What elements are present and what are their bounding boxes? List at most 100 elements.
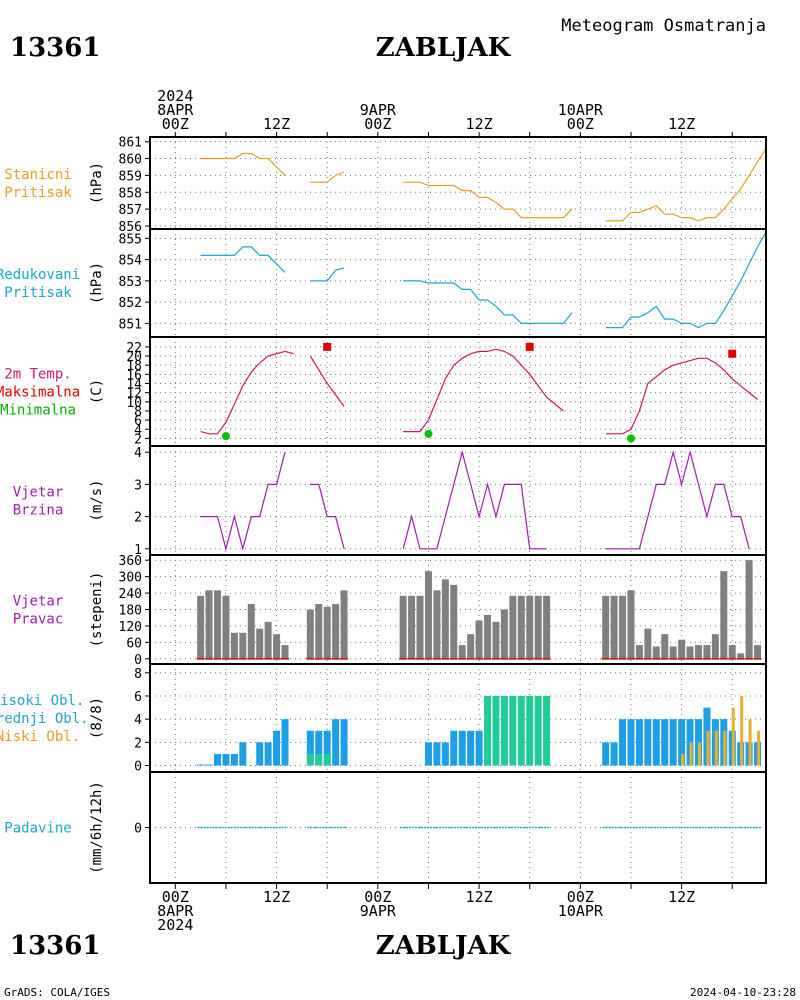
cloud-bar — [526, 695, 534, 766]
cloud-bar — [619, 719, 627, 766]
y-tick-label: 4 — [134, 423, 142, 438]
cloud-bar — [450, 730, 458, 766]
direction-bar — [433, 590, 441, 659]
direction-bar — [256, 628, 264, 659]
direction-bar — [602, 595, 610, 659]
time-label-top: 9APR — [360, 101, 397, 119]
direction-bar — [467, 634, 475, 659]
y-tick-label: 4 — [134, 713, 142, 728]
cloud-bar — [222, 753, 230, 766]
panel-label: Brzina — [13, 503, 64, 519]
panel-label: 2m Temp. — [4, 367, 71, 383]
time-label-bottom: 12Z — [668, 888, 695, 906]
time-label-top: 12Z — [466, 115, 493, 133]
y-tick-label: 2 — [134, 736, 142, 751]
cloud-bar — [315, 730, 323, 766]
panel-temperature — [145, 336, 767, 447]
y-tick-label: 857 — [119, 203, 142, 218]
panel-precipitation — [145, 771, 767, 884]
panel-frame — [149, 771, 767, 884]
cloud-bar — [757, 730, 761, 766]
time-label-top: 00Z — [162, 115, 189, 133]
station-name-top: ZABLJAK — [376, 33, 512, 63]
direction-bar — [458, 645, 466, 659]
time-label-bottom: 00Z — [162, 888, 189, 906]
y-tick-label: 859 — [119, 169, 142, 184]
credit: GrADS: COLA/IGES — [4, 986, 110, 999]
y-axis-label: (8/8) — [89, 697, 105, 739]
y-axis-label: (stepeni) — [89, 572, 105, 648]
time-label-top: 2024 — [157, 87, 193, 105]
cloud-bar — [500, 695, 508, 766]
y-tick-label: 8 — [134, 405, 142, 420]
cloud-bar — [714, 730, 718, 766]
panel-frame — [149, 228, 767, 338]
direction-bar — [332, 604, 340, 659]
cloud-bar — [509, 695, 517, 766]
y-axis-label: (m/s) — [89, 479, 105, 521]
direction-bar — [619, 595, 627, 659]
direction-bar — [214, 590, 222, 659]
direction-bar — [627, 590, 635, 659]
station-id-bottom: 13361 — [10, 931, 100, 961]
time-label-top: 00Z — [567, 115, 594, 133]
cloud-bar — [332, 719, 340, 766]
direction-bar — [230, 632, 238, 659]
product-title: Meteogram Osmatranja — [561, 16, 766, 36]
direction-bar — [399, 595, 407, 659]
cloud-bar — [475, 730, 483, 766]
y-tick-label: 180 — [119, 604, 142, 619]
direction-bar — [754, 645, 762, 659]
cloud-bar — [661, 719, 669, 766]
panel-label: Vjetar — [13, 485, 64, 501]
series-line — [403, 348, 564, 433]
panel-wind_direction — [145, 554, 767, 665]
direction-bar — [517, 595, 525, 659]
time-label-bottom: 00Z — [567, 888, 594, 906]
direction-bar — [703, 645, 711, 659]
y-tick-label: 6 — [134, 414, 142, 429]
panel-frame — [149, 336, 767, 447]
y-tick-label: 0 — [134, 653, 142, 668]
y-axis-label: (hPa) — [89, 162, 105, 204]
y-tick-label: 861 — [119, 136, 142, 151]
panel-frame — [149, 445, 767, 556]
y-tick-label: 860 — [119, 153, 142, 168]
series-line — [605, 357, 758, 435]
cloud-bar — [627, 719, 635, 766]
y-tick-label: 2 — [134, 511, 142, 526]
cloud-bar — [197, 764, 205, 766]
cloud-bar — [340, 719, 348, 766]
direction-bar — [408, 595, 416, 659]
max-temp-marker — [728, 349, 737, 358]
series-line — [200, 350, 294, 435]
time-label-top: 10APR — [558, 101, 604, 119]
direction-bar — [694, 645, 702, 659]
cloud-bar — [273, 730, 281, 766]
y-tick-label: 60 — [126, 636, 142, 651]
direction-bar — [222, 595, 230, 659]
max-temp-marker — [525, 342, 534, 351]
y-tick-label: 120 — [119, 620, 142, 635]
y-axis-label: (hPa) — [89, 262, 105, 304]
cloud-bar — [543, 695, 551, 766]
panel-reduced_pressure — [145, 228, 767, 338]
plot-area: 856857858859860861(hPa)StanicniPritisak8… — [0, 87, 767, 934]
cloud-bar — [264, 742, 272, 766]
y-tick-label: 12 — [126, 387, 142, 402]
cloud-bar — [441, 742, 449, 766]
y-tick-label: 240 — [119, 587, 142, 602]
panel-label: Maksimalna — [0, 385, 80, 401]
direction-bar — [340, 590, 348, 659]
panel-label: Minimalna — [0, 403, 76, 419]
y-tick-label: 2 — [134, 432, 142, 447]
cloud-bar — [205, 764, 213, 766]
max-temp-marker — [323, 342, 332, 351]
series-line — [310, 267, 345, 282]
time-label-top: 00Z — [364, 115, 391, 133]
direction-bar — [644, 628, 652, 659]
panel-label: Niski Obl. — [0, 729, 80, 745]
cloud-bar — [424, 742, 432, 766]
cloud-bar — [644, 719, 652, 766]
